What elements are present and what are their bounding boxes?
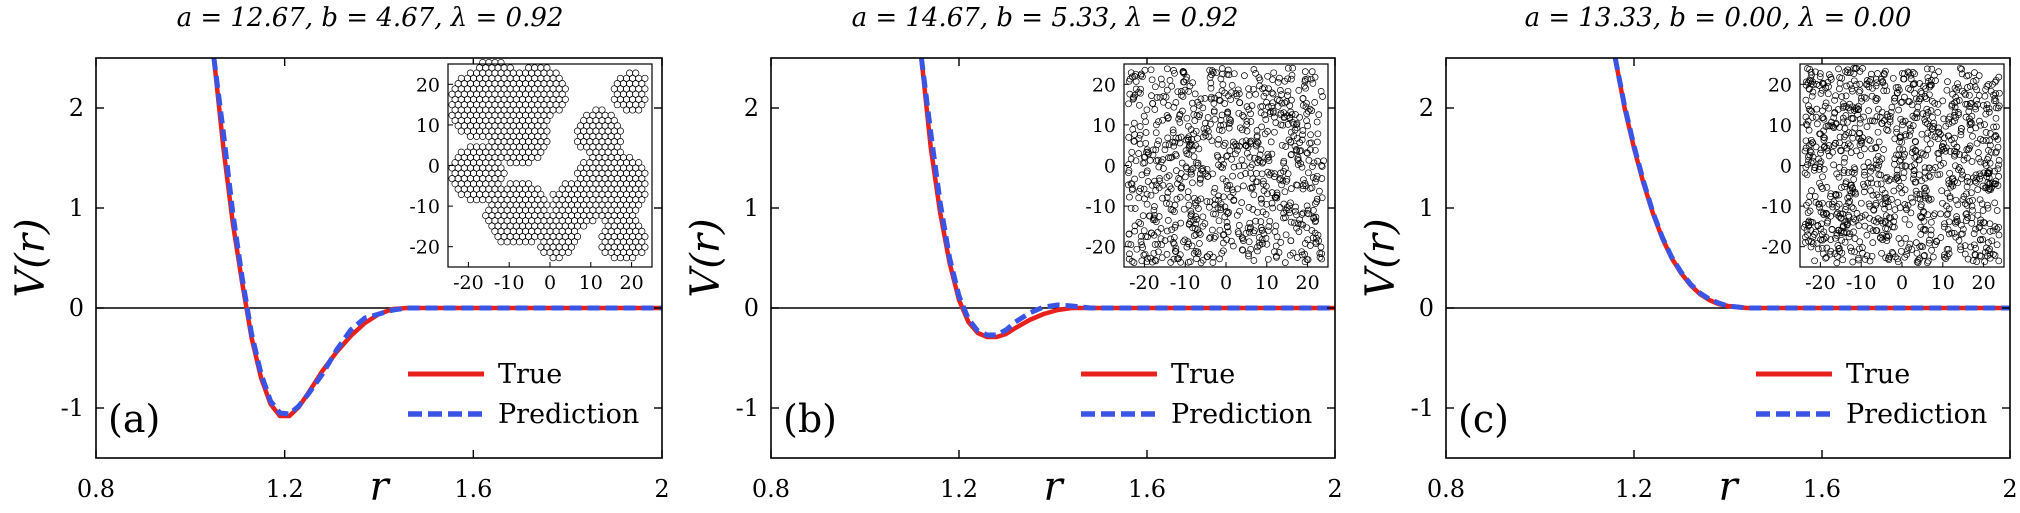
inset-y-tick-label: 20: [1768, 74, 1792, 96]
y-axis-label: V(r): [8, 218, 54, 297]
inset-x-tick-label: 10: [579, 272, 603, 294]
inset-particles: [1124, 64, 1328, 267]
plot-frame: [95, 57, 663, 459]
inset-particle-snapshot: -20 -10 0 10 20 20 10 0 -10 -20: [409, 58, 653, 294]
series-prediction-line: [918, 58, 1335, 338]
panel-title: a = 14.67, b = 5.33, λ = 0.92: [852, 3, 1239, 33]
series-prediction-line: [211, 58, 662, 417]
legend-label-true: True: [498, 359, 562, 390]
inset-x-tick-label: 0: [1896, 272, 1908, 294]
inset-y-tick-label: -20: [1085, 237, 1116, 259]
y-tick-label: 2: [69, 94, 84, 122]
inset-x-tick-label: 20: [1296, 272, 1320, 294]
panel-tag: (c): [1458, 397, 1509, 441]
y-tick-label: 2: [744, 94, 759, 122]
y-tick-label: 1: [1419, 194, 1434, 222]
inset-y-tick-label: -10: [1085, 196, 1116, 218]
y-tick-label: 0: [69, 294, 84, 322]
x-tick-label: 1.6: [1803, 475, 1841, 503]
x-axis-label: r: [1718, 464, 1740, 510]
y-tick-label: -1: [736, 394, 759, 422]
inset-x-tick-label: -20: [453, 272, 484, 294]
inset-x-tick-label: -10: [1846, 272, 1877, 294]
inset-x-tick-label: 0: [1220, 272, 1232, 294]
panel-tag: (b): [783, 397, 837, 441]
x-tick-label: 1.2: [940, 475, 978, 503]
inset-y-tick-label: -20: [409, 237, 440, 259]
legend: True Prediction: [1081, 359, 1312, 430]
x-axis-label: r: [369, 464, 391, 510]
inset-y-tick-label: 0: [1104, 156, 1116, 178]
x-tick-label: 1.2: [266, 475, 304, 503]
inset-y-tick-label: -10: [1761, 196, 1792, 218]
inset-x-tick-label: 20: [620, 272, 644, 294]
plot-frame: [770, 57, 1336, 459]
inset-y-tick-label: 10: [1768, 115, 1792, 137]
legend: True Prediction: [408, 359, 639, 430]
x-tick-label: 2: [2002, 475, 2017, 503]
series-prediction-line: [1612, 58, 2010, 311]
inset-x-tick-label: 10: [1931, 272, 1955, 294]
y-tick-label: 2: [1419, 94, 1434, 122]
x-tick-label: 0.8: [752, 475, 790, 503]
inset-y-tick-label: 10: [416, 115, 440, 137]
legend-label-true: True: [1171, 359, 1235, 390]
inset-y-tick-label: -20: [1761, 237, 1792, 259]
inset-particle-snapshot: -20 -10 0 10 20 20 10 0 -10 -20: [1761, 63, 2005, 294]
inset-x-tick-label: -20: [1129, 272, 1160, 294]
inset-x-tick-label: -20: [1805, 272, 1836, 294]
inset-x-tick-label: -10: [1170, 272, 1201, 294]
inset-particle-snapshot: -20 -10 0 10 20 20 10 0 -10 -20: [1085, 63, 1329, 294]
panel-title: a = 12.67, b = 4.67, λ = 0.92: [177, 3, 564, 33]
inset-y-tick-label: 0: [1780, 156, 1792, 178]
x-tick-label: 1.6: [1128, 475, 1166, 503]
x-tick-label: 1.6: [454, 475, 492, 503]
x-tick-label: 2: [1327, 475, 1342, 503]
inset-x-tick-label: 20: [1972, 272, 1996, 294]
inset-x-tick-label: 10: [1255, 272, 1279, 294]
x-axis-label: r: [1043, 464, 1065, 510]
y-tick-label: 1: [744, 194, 759, 222]
y-tick-label: 1: [69, 194, 84, 222]
panel-tag: (a): [108, 397, 160, 441]
legend-label-true: True: [1846, 359, 1910, 390]
x-tick-label: 0.8: [77, 475, 115, 503]
inset-y-tick-label: -10: [409, 196, 440, 218]
x-tick-label: 1.2: [1615, 475, 1653, 503]
inset-y-tick-label: 20: [416, 74, 440, 96]
inset-y-tick-label: 0: [428, 156, 440, 178]
y-axis-label: V(r): [1358, 218, 1404, 297]
legend-label-prediction: Prediction: [498, 399, 639, 430]
inset-y-tick-label: 20: [1092, 74, 1116, 96]
y-tick-label: 0: [744, 294, 759, 322]
y-tick-label: 0: [1419, 294, 1434, 322]
legend-label-prediction: Prediction: [1846, 399, 1987, 430]
inset-particles: [1800, 64, 2003, 267]
panel-title: a = 13.33, b = 0.00, λ = 0.00: [1525, 3, 1912, 33]
y-axis-label: V(r): [683, 218, 729, 297]
y-tick-label: -1: [1411, 394, 1434, 422]
x-tick-label: 0.8: [1427, 475, 1465, 503]
inset-particles: [448, 58, 649, 262]
inset-y-tick-label: 10: [1092, 115, 1116, 137]
legend: True Prediction: [1756, 359, 1987, 430]
y-tick-label: -1: [61, 394, 84, 422]
x-tick-label: 2: [654, 475, 669, 503]
inset-x-tick-label: 0: [544, 272, 556, 294]
plot-frame: [1445, 57, 2011, 459]
legend-label-prediction: Prediction: [1171, 399, 1312, 430]
inset-x-tick-label: -10: [494, 272, 525, 294]
